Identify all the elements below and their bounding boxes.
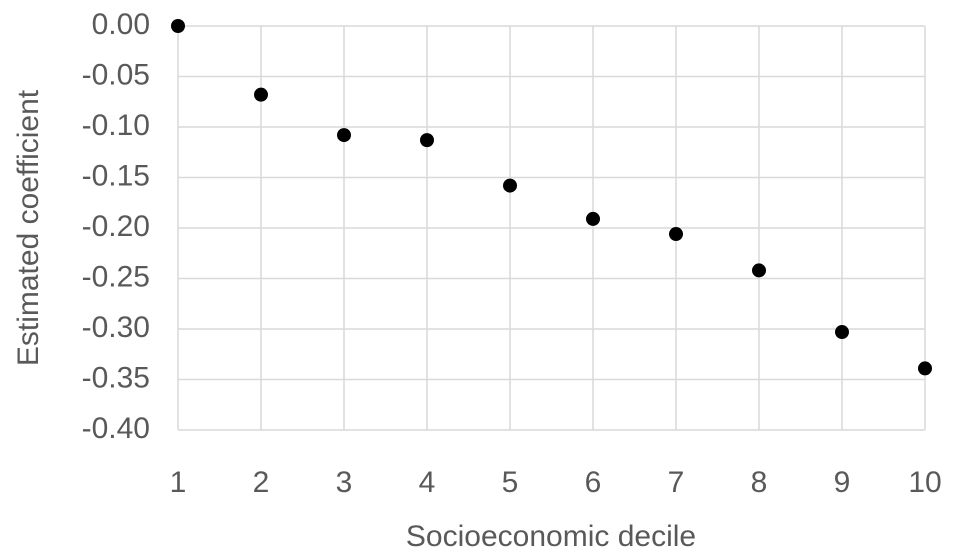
x-tick-label: 4	[419, 466, 436, 499]
y-tick-label: -0.15	[82, 159, 150, 192]
x-tick-label: 6	[585, 466, 602, 499]
x-tick-label: 5	[502, 466, 519, 499]
y-tick-label: -0.40	[82, 412, 150, 445]
y-axis-title: Estimated coefficient	[12, 89, 45, 366]
x-tick-label: 8	[751, 466, 768, 499]
x-tick-label: 1	[170, 466, 187, 499]
x-tick-label: 2	[253, 466, 270, 499]
y-tick-label: -0.35	[82, 361, 150, 394]
x-tick-label: 7	[668, 466, 685, 499]
y-tick-label: -0.25	[82, 260, 150, 293]
y-tick-label: 0.00	[92, 8, 150, 41]
point	[918, 361, 932, 376]
point	[420, 133, 434, 148]
x-tick-label: 9	[834, 466, 851, 499]
x-tick-label: 3	[336, 466, 353, 499]
point	[586, 211, 600, 226]
y-tick-label: -0.30	[82, 311, 150, 344]
point	[835, 325, 849, 340]
x-axis-title: Socioeconomic decile	[406, 520, 696, 553]
y-tick-label: -0.20	[82, 210, 150, 243]
point	[752, 263, 766, 278]
point	[669, 227, 683, 242]
point	[171, 19, 185, 33]
point	[254, 87, 268, 102]
y-tick-label: -0.10	[82, 109, 150, 142]
x-tick-label: 10	[908, 466, 941, 499]
y-tick-label: -0.05	[82, 58, 150, 91]
point	[503, 178, 517, 193]
point	[337, 128, 351, 143]
